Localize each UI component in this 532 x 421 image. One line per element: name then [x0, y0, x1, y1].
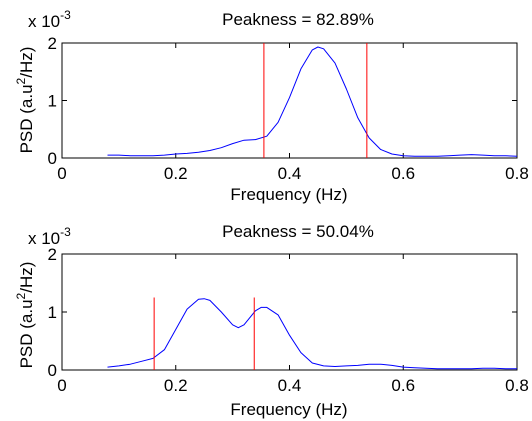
top-axes-frame — [61, 42, 518, 159]
bottom-plot-area — [61, 253, 518, 371]
top-y-axis-label: PSD (a.u2/Hz) — [14, 47, 36, 154]
top-psd-line — [107, 46, 518, 157]
bottom-psd-line — [107, 298, 517, 370]
bottom-y-exponent-power: -3 — [60, 225, 71, 239]
top-panel: Peakness = 82.89% x 10-3 0 0.2 0.4 0.6 0.8 0 1… — [14, 8, 529, 204]
top-y-axis-label-pre: PSD (a.u — [17, 84, 36, 153]
bottom-x-tick-label: 0.6 — [391, 376, 415, 395]
bottom-x-axis-label: Frequency (Hz) — [230, 400, 347, 419]
top-x-tick-label: 0 — [57, 164, 66, 183]
bottom-x-tick-label: 0.4 — [278, 376, 302, 395]
bottom-y-tick-label: 2 — [48, 245, 57, 264]
bottom-x-tick-label: 0.2 — [164, 376, 188, 395]
top-x-tick-label: 0.2 — [164, 164, 188, 183]
bottom-panel: Peakness = 50.04% x 10-3 0 0.2 0.4 0.6 0.8 0 1… — [14, 222, 529, 419]
top-plot-area — [61, 42, 518, 159]
bottom-axes-frame — [61, 253, 518, 371]
top-y-tick-label: 2 — [48, 34, 57, 53]
bottom-tick-labels: 0 0.2 0.4 0.6 0.8 0 1 2 — [48, 245, 529, 395]
bottom-y-axis-label-sup: 2 — [14, 292, 28, 299]
bottom-y-tick-label: 0 — [48, 361, 57, 380]
bottom-y-exponent-base: x 10 — [28, 229, 60, 248]
top-y-tick-label: 1 — [48, 92, 57, 111]
bottom-x-tick-label: 0.8 — [505, 376, 529, 395]
top-y-exponent: x 10-3 — [28, 8, 71, 31]
top-x-tick-label: 0.6 — [391, 164, 415, 183]
top-tick-labels: 0 0.2 0.4 0.6 0.8 0 1 2 — [48, 34, 529, 183]
top-x-tick-label: 0.4 — [278, 164, 302, 183]
bottom-x-tick-label: 0 — [57, 376, 66, 395]
top-y-axis-label-sup: 2 — [14, 77, 28, 84]
top-x-tick-label: 0.8 — [505, 164, 529, 183]
bottom-y-tick-label: 1 — [48, 303, 57, 322]
top-y-exponent-power: -3 — [60, 8, 71, 22]
top-x-axis-label: Frequency (Hz) — [230, 185, 347, 204]
bottom-y-axis-label: PSD (a.u2/Hz) — [14, 262, 36, 369]
top-y-tick-label: 0 — [48, 149, 57, 168]
top-y-exponent-base: x 10 — [28, 12, 60, 31]
top-chart-title: Peakness = 82.89% — [222, 10, 374, 29]
bottom-y-exponent: x 10-3 — [28, 225, 71, 248]
bottom-chart-title: Peakness = 50.04% — [222, 222, 374, 241]
bottom-y-axis-label-post: /Hz) — [17, 262, 36, 293]
bottom-y-axis-label-pre: PSD (a.u — [17, 299, 36, 368]
top-y-axis-label-post: /Hz) — [17, 47, 36, 78]
